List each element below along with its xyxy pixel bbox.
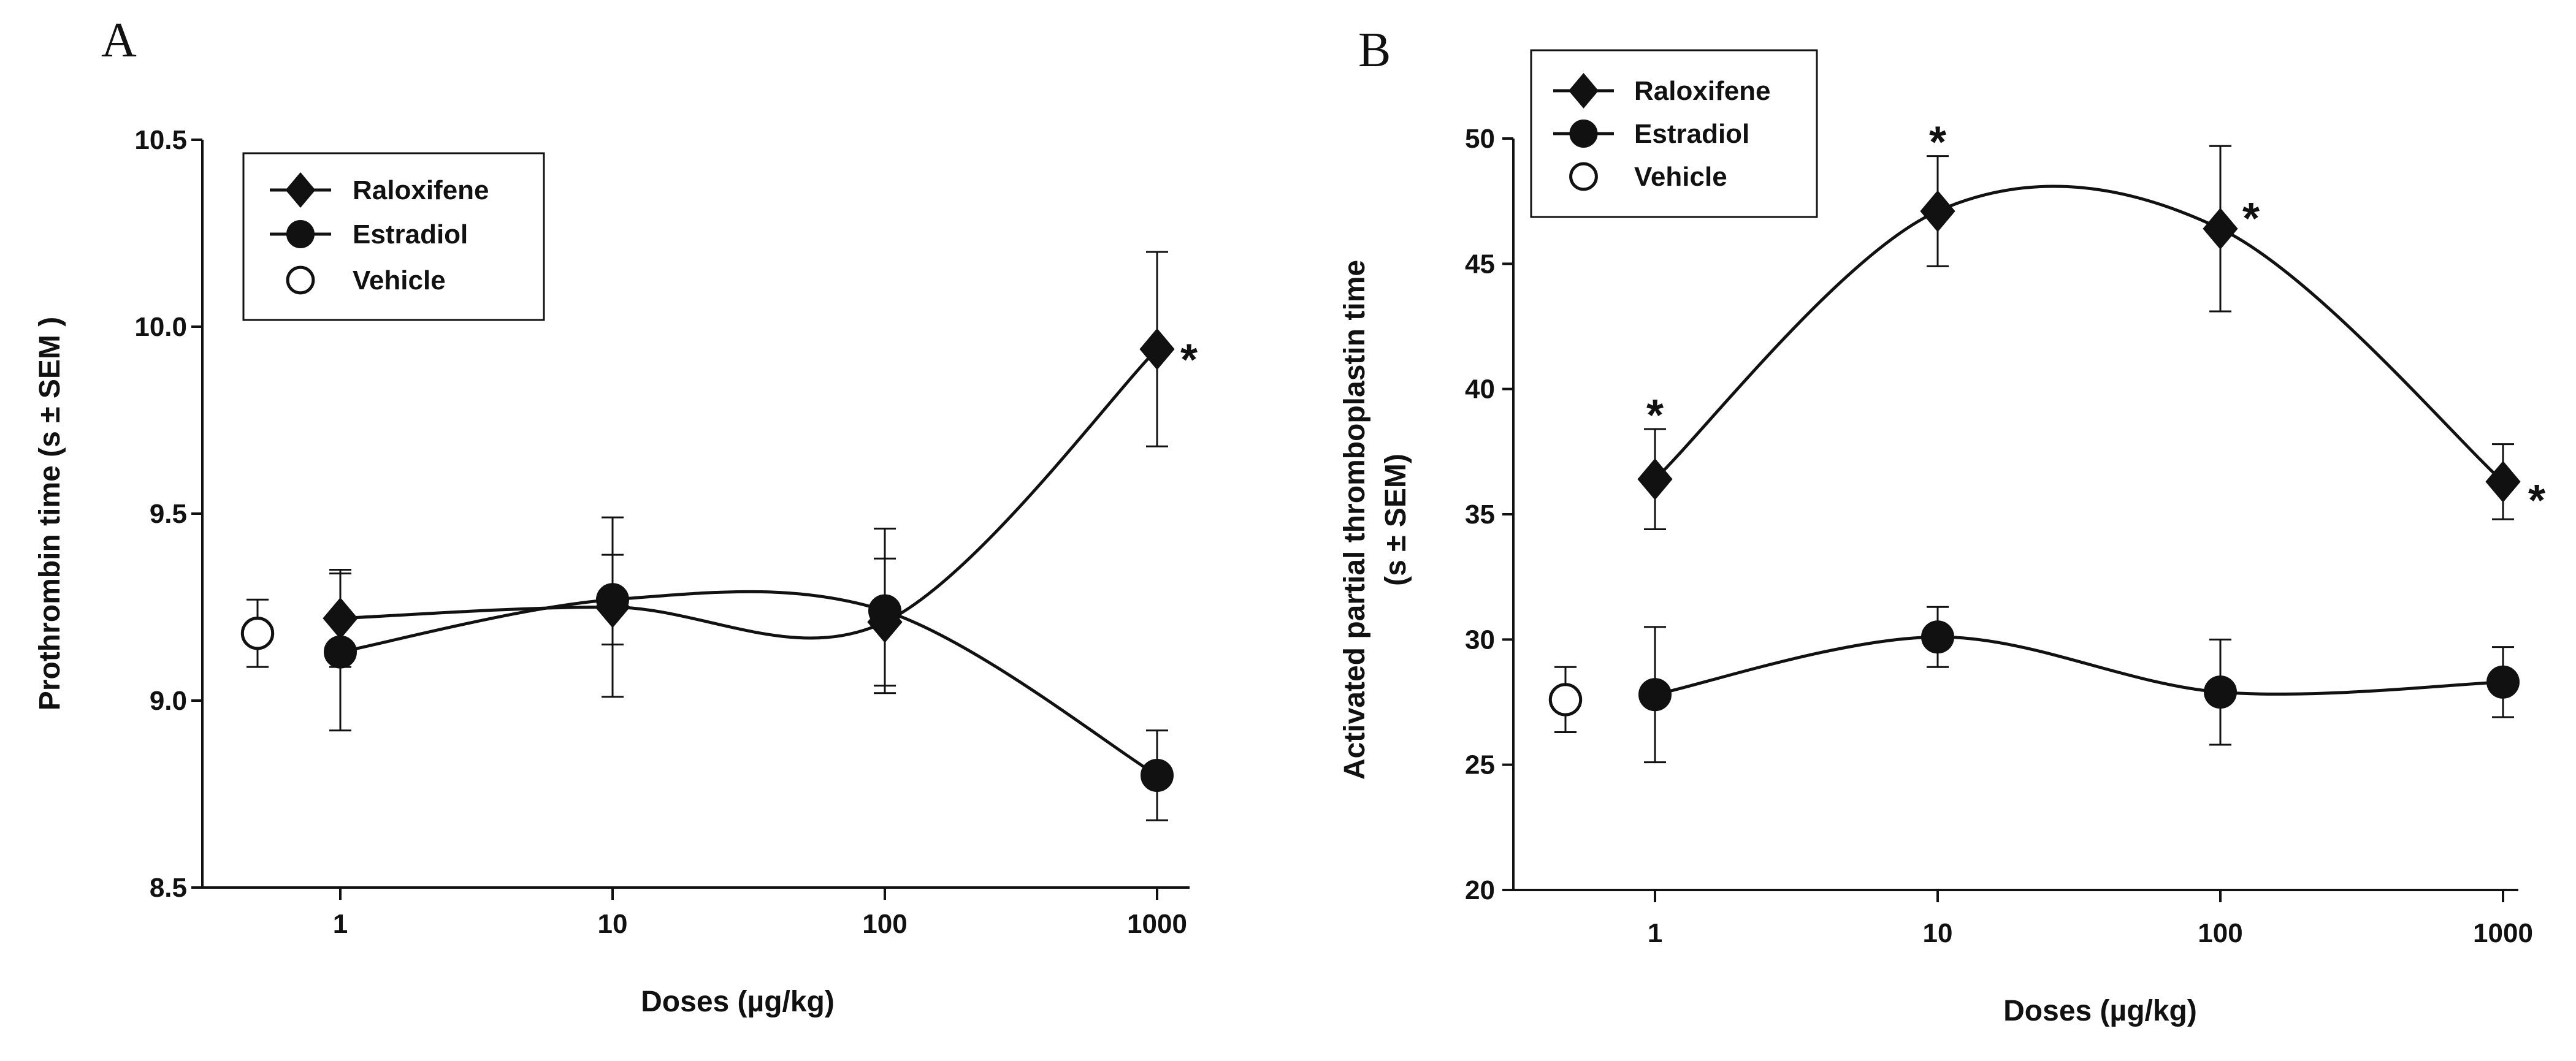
- panel-b: B 20 25 30 35 40 45 50 1 10 100 1000 Dos…: [1339, 23, 2545, 1027]
- legend-label-raloxifene: Raloxifene: [1634, 76, 1771, 106]
- legend-label-vehicle: Vehicle: [1634, 162, 1727, 192]
- y-tick-label: 10.5: [134, 125, 187, 155]
- open-circle-marker: [240, 616, 275, 650]
- y-tick-label: 10.0: [134, 312, 187, 342]
- x-tick-label: 1: [1648, 918, 1662, 948]
- series-line: [1654, 184, 2504, 483]
- diamond-marker: [2485, 460, 2521, 503]
- series-estradiol: [324, 527, 1174, 821]
- panel-a-x-tick-labels: 1 10 100 1000: [333, 909, 1187, 939]
- panel-b-legend: Raloxifene Estradiol Vehicle: [1530, 49, 1818, 218]
- open-circle-marker: [1548, 683, 1583, 717]
- significance-star: *: [1646, 391, 1664, 440]
- x-tick-label: 1: [333, 909, 348, 939]
- circle-marker: [2486, 665, 2520, 699]
- y-axis-title-line-2: (s ± SEM): [1380, 454, 1412, 586]
- circle-marker: [1141, 759, 1174, 792]
- diamond-marker: [2203, 208, 2238, 250]
- circle-marker: [1921, 620, 1954, 654]
- y-axis-title: Prothrombin time (s ± SEM ): [34, 317, 66, 710]
- series-line: [1654, 635, 2504, 696]
- legend-label-vehicle: Vehicle: [353, 265, 446, 295]
- panel-letter-b: B: [1358, 23, 1391, 77]
- y-tick-label: 30: [1465, 625, 1495, 655]
- panel-b-x-tick-labels: 1 10 100 1000: [1648, 918, 2533, 948]
- x-tick-label: 100: [862, 909, 907, 939]
- significance-star: *: [1180, 336, 1198, 385]
- panel-b-axes: [1502, 137, 2518, 902]
- significance-star: *: [2528, 476, 2545, 525]
- significance-star: *: [1929, 118, 1946, 167]
- y-axis-title-line-1: Activated partial thromboplastin time: [1339, 260, 1371, 780]
- diamond-marker: [285, 172, 316, 208]
- legend-symbols: [1553, 72, 1614, 191]
- legend-label-estradiol: Estradiol: [1634, 119, 1749, 149]
- x-tick-label: 100: [2198, 918, 2242, 948]
- open-circle-marker: [286, 265, 315, 295]
- series-raloxifene: * * * *: [1637, 118, 2545, 531]
- circle-marker: [1638, 678, 1672, 712]
- significance-star: *: [2242, 194, 2260, 243]
- y-tick-label: 9.0: [150, 686, 187, 716]
- panel-a-axes: [191, 139, 1190, 900]
- series-vehicle: [1548, 666, 1583, 734]
- circle-marker: [596, 583, 629, 617]
- y-tick-label: 8.5: [150, 873, 187, 903]
- y-tick-label: 50: [1465, 124, 1495, 154]
- y-tick-label: 40: [1465, 375, 1495, 405]
- x-axis-title: Doses (µg/kg): [2003, 995, 2197, 1027]
- diamond-marker: [1139, 328, 1175, 370]
- y-tick-label: 35: [1465, 500, 1495, 530]
- series-line: [340, 348, 1158, 640]
- series-vehicle: [240, 598, 275, 668]
- circle-marker: [868, 594, 901, 628]
- x-tick-label: 10: [1923, 918, 1953, 948]
- panel-b-plot-area: * * * *: [1548, 118, 2545, 764]
- y-tick-label: 9.5: [150, 499, 187, 529]
- legend-symbols: [270, 172, 331, 295]
- x-tick-label: 1000: [1127, 909, 1187, 939]
- diamond-marker: [1637, 458, 1673, 500]
- x-tick-label: 1000: [2473, 918, 2533, 948]
- x-tick-label: 10: [598, 909, 628, 939]
- series-line: [340, 590, 1158, 777]
- circle-marker: [324, 635, 357, 669]
- panel-b-y-tick-labels: 20 25 30 35 40 45 50: [1465, 124, 1495, 905]
- circle-marker: [1569, 120, 1598, 148]
- diamond-marker: [1569, 72, 1599, 109]
- circle-marker: [286, 220, 315, 248]
- diamond-marker: [1920, 190, 1955, 232]
- legend-label-estradiol: Estradiol: [353, 219, 468, 249]
- circle-marker: [2204, 675, 2237, 709]
- legend-label-raloxifene: Raloxifene: [353, 175, 489, 205]
- panel-a-y-tick-labels: 8.5 9.0 9.5 10.0 10.5: [134, 125, 187, 903]
- series-estradiol: [1638, 606, 2520, 764]
- panel-a: A 8.5 9.0 9.5 10.0 10.5 1 10 100 1000 Do…: [34, 13, 1198, 1018]
- panel-a-plot-area: *: [240, 251, 1198, 821]
- panel-a-legend: Raloxifene Estradiol Vehicle: [242, 152, 545, 321]
- y-tick-label: 20: [1465, 875, 1495, 905]
- open-circle-marker: [1569, 162, 1598, 191]
- y-tick-label: 25: [1465, 750, 1495, 780]
- x-axis-title: Doses (µg/kg): [641, 986, 835, 1018]
- y-tick-label: 45: [1465, 249, 1495, 279]
- panel-letter-a: A: [101, 13, 137, 67]
